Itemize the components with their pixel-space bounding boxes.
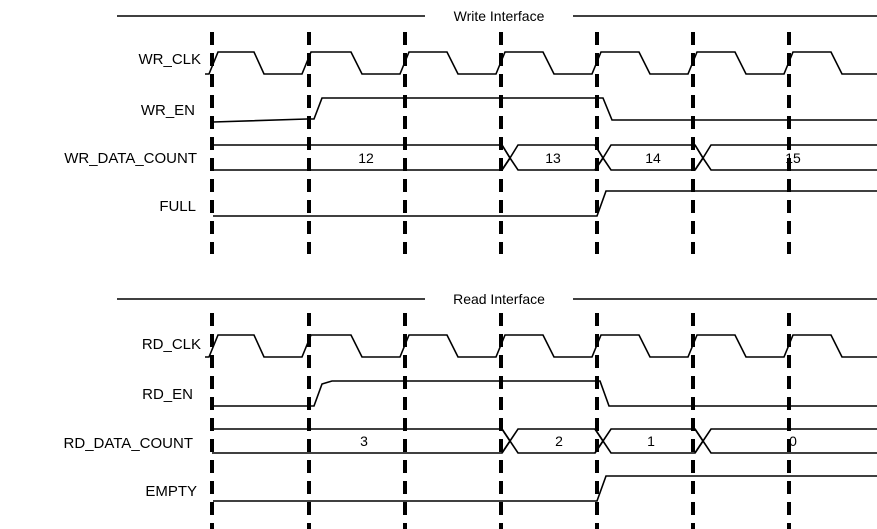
rd-clk-label: RD_CLK (142, 336, 201, 353)
write-interface-title: Write Interface (454, 8, 545, 24)
rd-en-waveform (213, 380, 877, 407)
rd-data-count-label: RD_DATA_COUNT (64, 435, 193, 452)
full-label: FULL (159, 198, 196, 215)
full-waveform (213, 190, 877, 217)
wr-data-count-label: WR_DATA_COUNT (64, 150, 197, 167)
rd-clk-waveform (205, 334, 877, 358)
clock-edge-markers (210, 32, 791, 529)
rd-data-count-value: 2 (555, 433, 563, 449)
rd-data-count-value: 3 (360, 433, 368, 449)
empty-label: EMPTY (145, 483, 197, 500)
write-interface-section: Write Interface WR_CLK WR_EN WR_DATA_COU… (64, 8, 877, 217)
wr-clk-waveform (205, 51, 877, 75)
wr-data-count-value: 13 (545, 150, 561, 166)
wr-data-count-value: 12 (358, 150, 374, 166)
rd-data-count-value: 0 (789, 433, 797, 449)
rd-en-label: RD_EN (142, 386, 193, 403)
wr-en-label: WR_EN (141, 102, 195, 119)
wr-clk-label: WR_CLK (138, 51, 201, 68)
read-interface-section: Read Interface RD_CLK RD_EN RD_DATA_COUN… (64, 291, 877, 502)
rd-data-count-bus (212, 428, 877, 454)
empty-waveform (213, 475, 877, 502)
read-interface-title: Read Interface (453, 291, 545, 307)
wr-data-count-value: 14 (645, 150, 661, 166)
wr-en-waveform (212, 97, 877, 123)
rd-data-count-value: 1 (647, 433, 655, 449)
